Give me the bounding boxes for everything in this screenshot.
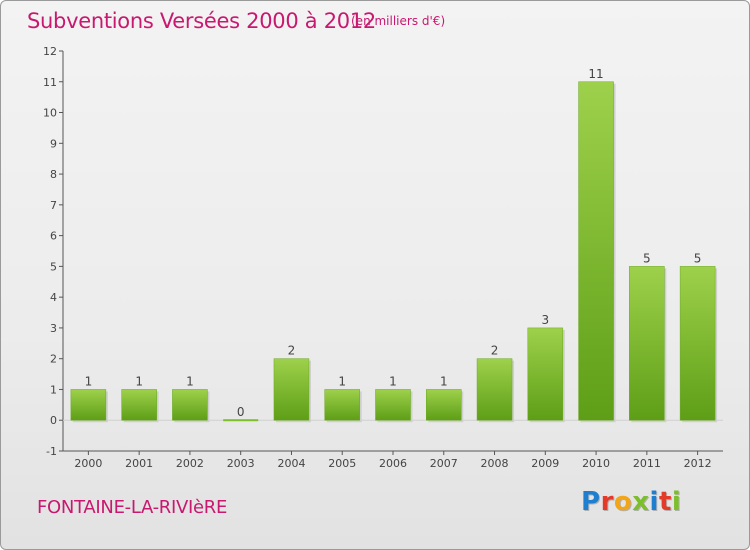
y-tick-label: 11 [43,76,57,89]
chart-labels: 1 2000 1 2001 1 2002 0 2003 2 2004 1 2005 1 2006 1 2007… [74,67,711,470]
x-tick-label: 2001 [125,457,153,470]
bar[interactable] [324,389,360,421]
x-tick-label: 2003 [227,457,255,470]
logo-letter: o [613,487,633,517]
bar[interactable] [70,389,107,421]
bar-value-label: 1 [389,374,397,388]
proxiti-logo[interactable]: Proxiti [581,487,681,517]
x-tick-label: 2008 [481,457,509,470]
x-tick-label: 2007 [430,457,458,470]
chart-bars [70,81,718,423]
logo-letter: t [658,487,672,517]
bar[interactable] [578,81,614,421]
bar-value-label: 1 [338,374,346,388]
bar[interactable] [121,389,157,421]
bar-value-label: 0 [237,405,245,419]
bar[interactable] [375,389,411,421]
bar[interactable] [223,419,259,422]
y-tick-label: 5 [50,260,57,273]
y-tick-label: 12 [43,45,57,58]
bar-value-label: 1 [85,374,93,388]
bar[interactable] [679,266,716,421]
bar[interactable] [172,389,208,421]
chart-title: Subventions Versées 2000 à 2012 [27,9,376,33]
bar-value-label: 3 [541,313,549,327]
y-tick-label: -1 [46,445,57,458]
y-tick-label: 3 [50,322,57,335]
logo-letter: x [632,487,650,517]
x-tick-label: 2002 [176,457,204,470]
x-tick-label: 2006 [379,457,407,470]
x-tick-label: 2000 [74,457,102,470]
logo-letter: i [671,487,682,517]
bar-value-label: 1 [186,374,194,388]
logo-letter: P [581,487,601,517]
y-tick-label: 1 [50,383,57,396]
x-tick-label: 2005 [328,457,356,470]
y-tick-label: 7 [50,199,57,212]
bar-value-label: 2 [491,344,499,358]
bar[interactable] [476,358,513,421]
chart-subtitle: (en milliers d'€) [351,14,446,28]
x-tick-label: 2010 [582,457,610,470]
y-tick-label: 0 [50,414,57,427]
logo-letter: i [649,487,659,517]
bar[interactable] [527,327,564,421]
y-tick-label: 6 [50,230,57,243]
y-tick-label: 2 [50,353,57,366]
bar-value-label: 2 [288,344,296,358]
y-tick-label: 10 [43,107,57,120]
x-tick-label: 2009 [531,457,559,470]
bar-value-label: 1 [440,374,448,388]
bar-value-label: 1 [135,374,143,388]
y-tick-label: 9 [50,137,57,150]
bar[interactable] [629,266,665,421]
y-tick-label: 8 [50,168,57,181]
x-tick-label: 2004 [277,457,305,470]
bar-value-label: 5 [643,251,651,265]
logo-letter: r [600,487,614,517]
x-tick-label: 2011 [633,457,661,470]
bar-value-label: 5 [694,251,702,265]
bar[interactable] [273,358,310,421]
bar-value-label: 11 [588,67,603,81]
y-tick-label: 4 [50,291,57,304]
commune-name: FONTAINE-LA-RIVIèRE [37,497,228,518]
bar[interactable] [426,389,462,421]
x-tick-label: 2012 [684,457,712,470]
